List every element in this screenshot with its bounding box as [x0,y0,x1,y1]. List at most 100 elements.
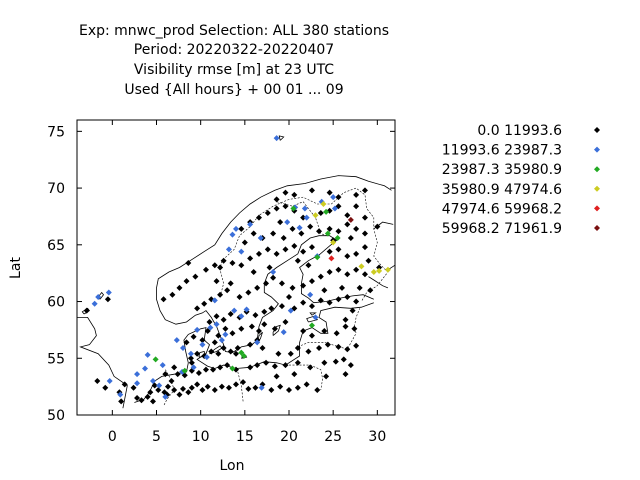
station-point-s0-199 [185,259,192,266]
station-point-s0-53 [294,359,301,366]
station-point-s1-6 [134,371,141,378]
station-point-s0-26 [218,383,225,390]
station-point-s0-24 [204,383,211,390]
station-point-s0-210 [347,235,354,241]
x-tick-label-4: 20 [280,429,298,445]
station-point-s0-216 [233,350,239,357]
station-point-s0-67 [247,341,254,348]
station-point-s0-189 [353,191,360,198]
station-point-s1-22 [218,337,225,344]
station-point-s0-183 [273,196,280,203]
station-point-s1-11 [159,362,166,369]
station-point-s0-162 [307,223,314,230]
station-point-s1-7 [142,365,149,372]
station-point-s2-10 [324,230,331,237]
station-point-s1-33 [229,231,236,238]
y-tick-label-0: 50 [47,408,65,424]
station-point-s0-194 [356,284,363,291]
station-point-s0-181 [353,203,360,210]
station-point-s1-26 [243,306,250,313]
legend-marker-0 [594,127,600,133]
station-point-s0-51 [271,363,278,370]
station-point-s0-152 [326,248,333,255]
station-point-s0-77 [344,346,351,353]
station-point-s0-98 [220,316,227,323]
station-point-s0-123 [270,274,277,281]
station-point-s0-110 [326,299,333,306]
station-point-s0-128 [317,273,324,280]
station-point-s0-208 [305,262,312,269]
station-point-s0-31 [252,384,259,391]
station-point-s0-138 [192,273,199,280]
station-point-s0-44 [210,366,217,373]
station-point-s0-176 [300,214,307,221]
station-point-s0-52 [282,362,289,369]
station-point-s0-156 [361,244,368,251]
station-point-s0-15 [168,377,175,384]
station-point-s0-60 [194,350,201,357]
station-point-s1-36 [247,221,254,228]
station-point-s0-134 [160,296,167,303]
station-point-s2-0 [152,356,159,363]
station-point-s0-9 [144,393,151,400]
station-point-s0-211 [339,284,345,291]
station-point-s0-124 [278,280,285,287]
station-point-s0-63 [215,350,222,357]
legend-label-4: 47974.6 59968.2 [442,201,562,217]
station-point-s0-62 [208,348,215,355]
station-point-s0-74 [316,345,323,352]
y-tick-label-2: 60 [47,295,65,311]
station-point-s0-2 [94,377,101,384]
station-point-s1-34 [233,225,239,232]
station-point-s0-224 [291,371,298,378]
station-point-s0-191 [374,223,381,230]
station-point-s0-163 [316,228,323,235]
station-point-s0-112 [344,294,351,300]
station-point-s0-91 [308,332,315,339]
x-axis-label: Lon [220,458,245,474]
station-point-s0-226 [342,371,349,378]
station-point-s2-7 [323,208,330,215]
station-point-s1-14 [180,345,186,352]
station-point-s1-21 [213,321,220,328]
station-point-s0-119 [236,294,243,300]
station-point-s0-167 [353,225,360,232]
station-point-s0-70 [275,350,282,357]
station-point-s3-1 [320,200,327,207]
station-point-s0-29 [240,379,247,386]
station-point-s1-32 [225,246,232,253]
station-point-s1-24 [231,307,238,314]
station-point-s0-154 [344,253,351,260]
station-point-s0-48 [247,364,254,371]
station-point-s0-30 [245,385,252,392]
station-point-s1-37 [257,235,264,241]
station-point-s0-95 [351,325,358,332]
station-point-s1-2 [105,289,112,296]
station-point-s0-71 [287,350,294,357]
station-point-s0-171 [255,214,262,221]
station-point-s0-8 [138,397,145,404]
station-point-s0-103 [261,308,268,315]
station-point-s0-212 [321,287,328,294]
title-line-3: Visibility rmse [m] at 23 UTC [134,62,334,78]
station-point-s0-19 [180,385,186,392]
station-point-s0-38 [314,387,321,394]
station-point-s0-83 [215,332,222,339]
station-point-s0-20 [185,389,192,396]
station-point-s0-97 [213,313,220,320]
x-tick-label-3: 15 [236,429,254,445]
station-point-s0-108 [308,303,315,310]
station-point-s1-49 [173,337,180,344]
station-point-s0-28 [233,381,239,388]
station-point-s0-140 [211,262,218,269]
station-point-s0-146 [264,246,271,253]
station-point-s0-196 [342,316,349,323]
station-point-s0-177 [317,210,324,217]
station-point-s0-145 [255,250,262,257]
station-point-s0-89 [271,325,278,332]
station-point-s1-35 [238,248,245,255]
y-tick-label-3: 65 [47,238,65,254]
station-point-s0-87 [248,323,255,330]
station-point-s0-12 [155,387,162,394]
